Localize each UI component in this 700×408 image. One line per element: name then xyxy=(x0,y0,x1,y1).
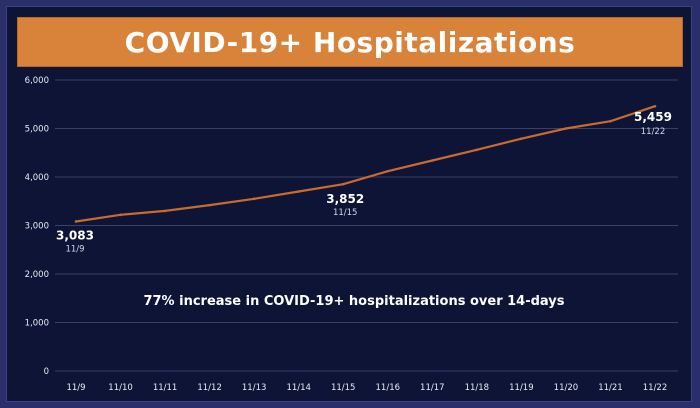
x-tick-label: 11/19 xyxy=(509,383,534,393)
data-point xyxy=(609,119,612,123)
data-point xyxy=(431,159,434,162)
x-tick-label: 11/21 xyxy=(598,383,623,393)
series-line xyxy=(75,105,656,223)
data-point xyxy=(564,127,568,130)
annotation-date: 11/9 xyxy=(65,244,84,254)
data-point xyxy=(653,104,657,108)
chart-title: COVID-19+ Hospitalizations xyxy=(124,25,576,59)
grid-lines xyxy=(55,79,678,372)
x-tick-label: 11/15 xyxy=(331,383,356,393)
y-tick-label: 6,000 xyxy=(25,76,49,86)
series-line-group xyxy=(74,104,657,223)
data-point xyxy=(520,137,523,140)
x-tick-label: 11/9 xyxy=(66,383,85,393)
x-tick-label: 11/22 xyxy=(643,383,668,393)
x-tick-label: 11/17 xyxy=(420,383,445,393)
data-point xyxy=(341,182,345,186)
data-point xyxy=(163,209,167,213)
data-point xyxy=(119,213,122,217)
x-tick-label: 11/12 xyxy=(197,383,222,393)
chart-note: 77% increase in COVID-19+ hospitalizatio… xyxy=(143,294,564,309)
y-tick-label: 2,000 xyxy=(25,270,49,280)
x-tick-label: 11/14 xyxy=(286,383,311,393)
data-point xyxy=(252,197,256,201)
x-tick-label: 11/13 xyxy=(242,383,267,393)
y-tick-label: 3,000 xyxy=(25,222,49,232)
annotation-value: 3,083 xyxy=(56,228,94,242)
data-point xyxy=(297,190,300,193)
y-axis-tick-labels: 0 1,000 2,000 3,000 4,000 5,000 6,000 xyxy=(25,76,49,377)
x-axis-tick-labels: 11/9 11/10 11/11 11/12 11/13 11/14 11/15 11/16 1… xyxy=(66,383,667,393)
chart-frame xyxy=(6,6,692,402)
x-tick-label: 11/18 xyxy=(465,383,490,393)
data-point xyxy=(208,203,211,207)
annotation-date: 11/22 xyxy=(641,127,666,137)
data-annotations: 3,083 11/9 3,852 11/15 5,459 11/22 xyxy=(56,110,672,254)
x-tick-label: 11/10 xyxy=(108,383,133,393)
y-tick-label: 4,000 xyxy=(25,173,49,183)
data-point xyxy=(386,169,390,173)
x-tick-label: 11/11 xyxy=(153,383,178,393)
y-tick-label: 0 xyxy=(44,367,49,377)
x-tick-label: 11/20 xyxy=(554,383,579,393)
y-tick-label: 1,000 xyxy=(25,319,49,329)
y-tick-label: 5,000 xyxy=(25,125,49,135)
annotation-value: 5,459 xyxy=(634,110,672,124)
annotation-value: 3,852 xyxy=(326,192,364,206)
x-tick-label: 11/16 xyxy=(376,383,401,393)
annotation-date: 11/15 xyxy=(333,208,358,218)
data-point xyxy=(475,148,479,152)
chart-title-bar: COVID-19+ Hospitalizations xyxy=(17,17,683,67)
data-point xyxy=(74,220,78,223)
